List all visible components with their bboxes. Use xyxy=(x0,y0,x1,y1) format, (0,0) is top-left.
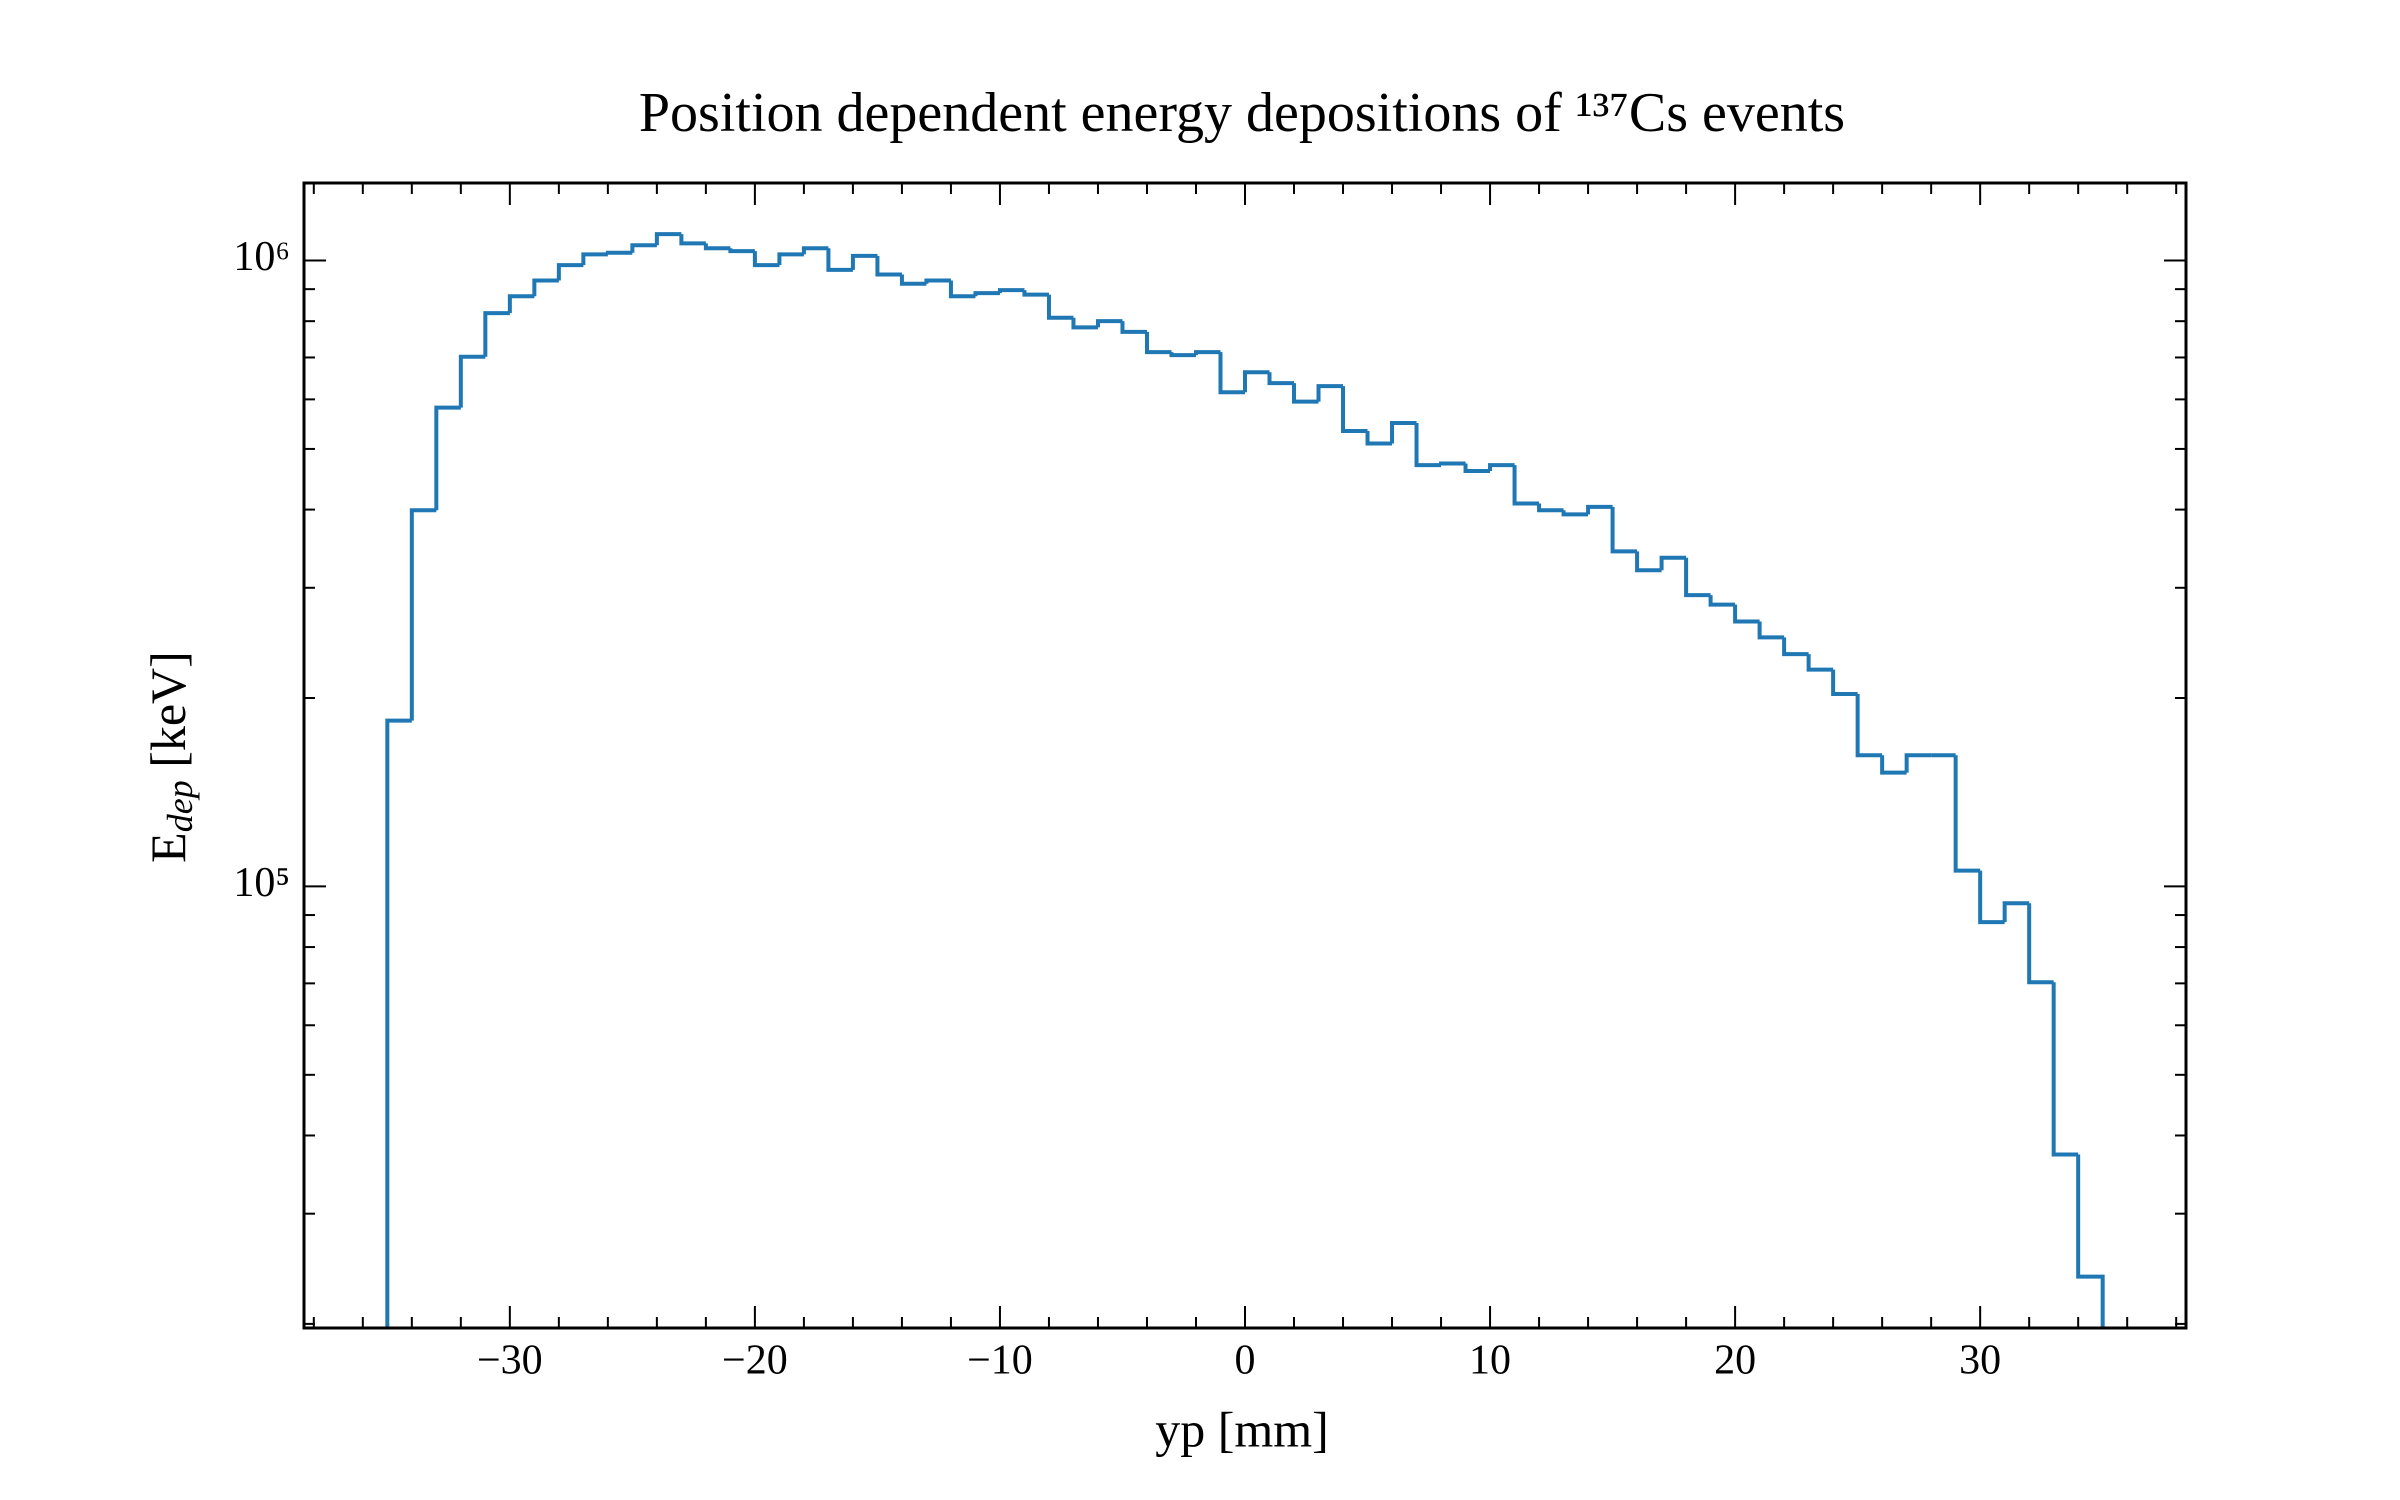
histogram-step xyxy=(605,250,633,255)
histogram-step xyxy=(1880,755,1907,775)
histogram-step xyxy=(2002,901,2030,923)
histogram-step xyxy=(1610,506,1638,554)
x-tick-label: −30 xyxy=(477,1338,543,1384)
histogram-step xyxy=(1071,317,1098,330)
histogram-step xyxy=(1243,370,1270,393)
histogram-step xyxy=(679,234,706,246)
histogram-step xyxy=(458,354,486,408)
y-axis-label-main: E xyxy=(140,832,196,863)
histogram-step xyxy=(1218,352,1245,395)
histogram-step xyxy=(1316,384,1344,402)
histogram-step xyxy=(2051,982,2079,1157)
histogram-step xyxy=(1120,321,1147,334)
chart-title: Position dependent energy depositions of… xyxy=(639,82,1845,144)
histogram-step xyxy=(1782,637,1809,657)
x-tick-label: 10 xyxy=(1469,1338,1511,1384)
x-axis-label: yp [mm] xyxy=(1155,1401,1329,1457)
histogram-step xyxy=(1806,654,1834,672)
histogram-step xyxy=(1193,350,1221,356)
histogram-step xyxy=(1267,372,1295,386)
histogram-step xyxy=(1757,621,1785,640)
x-tick-label: 0 xyxy=(1235,1338,1256,1384)
histogram-step xyxy=(924,278,951,284)
histogram-step xyxy=(1635,551,1662,573)
histogram-step xyxy=(1169,352,1196,358)
histogram-step xyxy=(875,255,902,277)
histogram-step xyxy=(1953,755,1981,873)
histogram-step xyxy=(2027,903,2054,985)
histogram-step xyxy=(1488,463,1515,472)
histogram-step xyxy=(581,252,608,266)
histogram-step xyxy=(483,311,510,357)
histogram-step xyxy=(1586,504,1613,515)
histogram-step xyxy=(385,718,412,1328)
histogram-step xyxy=(1292,383,1319,404)
histogram-step xyxy=(826,248,853,272)
histogram-step xyxy=(2076,1154,2105,1328)
y-tick-label: 10⁵ xyxy=(233,860,290,906)
histogram-step xyxy=(1390,421,1417,444)
histogram-step xyxy=(507,294,535,314)
histogram-step xyxy=(1855,693,1883,758)
histogram-step xyxy=(777,252,804,266)
histogram-step xyxy=(1831,669,1858,696)
histogram-step xyxy=(1365,431,1393,446)
histogram-step xyxy=(850,253,878,270)
histogram-step xyxy=(1512,465,1540,506)
histogram-step xyxy=(728,248,755,254)
x-tick-label: −20 xyxy=(722,1338,788,1384)
histogram-step xyxy=(703,243,731,251)
histogram-step xyxy=(1022,290,1049,297)
histogram-step xyxy=(1537,503,1564,513)
y-axis-label-unit: [keV] xyxy=(140,651,196,780)
histogram-step xyxy=(556,263,584,281)
histogram-step xyxy=(1046,294,1074,320)
histogram-step xyxy=(654,232,682,246)
histogram-step xyxy=(1144,331,1172,355)
x-tick-label: 20 xyxy=(1714,1338,1756,1384)
x-tick-label: 30 xyxy=(1959,1338,2001,1384)
histogram-step xyxy=(1463,463,1491,474)
histogram-step xyxy=(973,291,1000,297)
y-axis-label-sub: dep xyxy=(160,780,200,832)
histogram-step xyxy=(434,405,461,511)
histogram-step xyxy=(1978,870,2005,925)
histogram-step xyxy=(1708,595,1736,607)
histogram-step xyxy=(948,280,976,299)
histogram-step xyxy=(1733,604,1760,624)
y-axis-label: Edep [keV] xyxy=(140,651,200,863)
histogram-step xyxy=(1414,423,1442,468)
histogram-step xyxy=(532,278,559,297)
histogram-step xyxy=(1904,753,1932,773)
histogram-step xyxy=(899,274,927,286)
histogram-step xyxy=(997,288,1025,294)
histogram-step xyxy=(752,251,780,268)
histogram-step xyxy=(801,246,829,255)
plot-frame xyxy=(302,181,2188,1330)
histogram-step xyxy=(1659,555,1687,571)
histogram-step xyxy=(1684,557,1711,598)
histogram-step xyxy=(409,508,437,721)
histogram-step xyxy=(1341,386,1368,434)
histogram-step xyxy=(1095,319,1123,328)
histogram-step xyxy=(1439,461,1466,466)
x-tick-label: −10 xyxy=(967,1338,1033,1384)
histogram-step xyxy=(1561,510,1589,517)
histogram-step xyxy=(630,243,657,253)
y-tick-label: 10⁶ xyxy=(233,234,290,280)
